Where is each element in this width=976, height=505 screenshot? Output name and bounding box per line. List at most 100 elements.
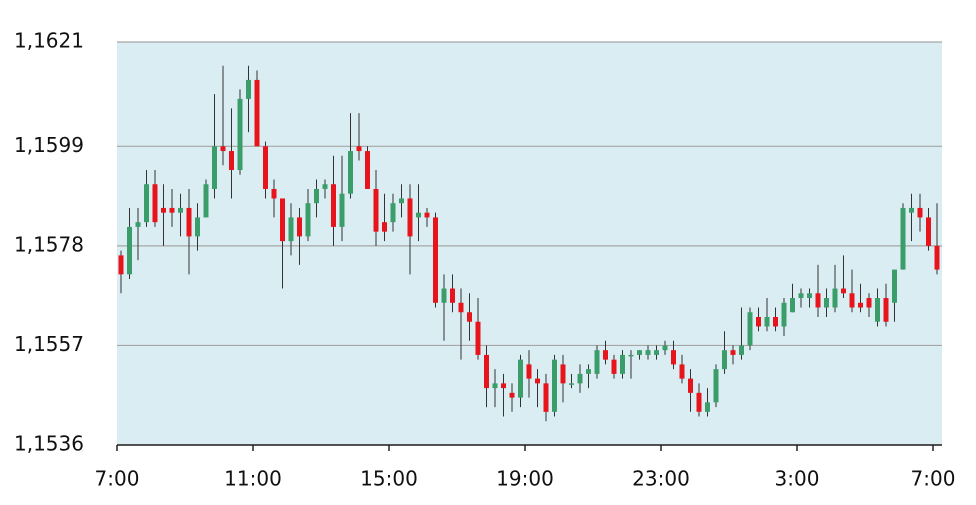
candle-body (832, 288, 838, 308)
y-tick-label: 1,1536 (14, 432, 84, 456)
candle-body (773, 316, 778, 327)
candle-body (118, 255, 124, 275)
candle-body (246, 79, 251, 99)
candle-body (212, 146, 217, 189)
candle-body (373, 188, 379, 232)
candle-body (152, 184, 158, 223)
candle-body (730, 350, 736, 355)
candle-body (628, 354, 634, 357)
candle-body (696, 392, 702, 412)
x-tick-label: 15:00 (360, 467, 418, 491)
candle-body (178, 207, 183, 213)
candle-body (934, 245, 940, 270)
candle-body (926, 217, 931, 246)
candle-body (569, 383, 574, 385)
candle-body (594, 350, 600, 374)
candle-body (688, 378, 693, 393)
candle-body (492, 383, 498, 389)
candle-body (322, 184, 328, 189)
candle-body (229, 151, 234, 171)
candle-body (407, 198, 413, 237)
candle-body (858, 302, 863, 308)
candle-body (662, 345, 668, 351)
candle-body (543, 383, 549, 412)
candle-body (756, 316, 761, 327)
candle-body (883, 298, 889, 322)
candle-body (620, 354, 625, 374)
candle-body (552, 359, 557, 412)
candle-body (824, 298, 829, 308)
candle-body (297, 217, 302, 237)
x-tick-label: 3:00 (775, 467, 820, 491)
candle-body (535, 378, 540, 384)
candle-body (526, 364, 532, 379)
x-tick-label: 7:00 (95, 467, 140, 491)
candle-body (331, 184, 336, 227)
y-tick-label: 1,1578 (14, 232, 84, 256)
candle-body (611, 359, 617, 374)
candle-body (288, 217, 294, 242)
candle-body (365, 151, 370, 189)
candle-body (433, 217, 438, 303)
candle-body (348, 151, 353, 194)
candle-body (781, 302, 787, 327)
candle-body (722, 350, 727, 370)
candle-body (356, 146, 362, 152)
x-tick-label: 11:00 (224, 467, 282, 491)
candle-body (671, 350, 676, 365)
candle-body (161, 207, 166, 213)
candle-body (169, 207, 175, 213)
candle-body (390, 203, 396, 223)
x-tick-label: 19:00 (496, 467, 554, 491)
candle-body (875, 298, 880, 322)
candle-body (416, 212, 421, 218)
candle-body (501, 383, 506, 389)
candle-body (892, 269, 897, 303)
candle-body (467, 312, 472, 322)
y-tick-label: 1,1557 (14, 332, 84, 356)
candle-body (637, 350, 642, 355)
candle-body (790, 298, 795, 313)
candle-body (339, 193, 345, 227)
candle-body (739, 345, 744, 355)
candle-body (127, 226, 132, 275)
candle-body (237, 98, 243, 171)
candle-body (909, 207, 914, 213)
candle-body (441, 288, 447, 303)
candle-body (450, 288, 455, 303)
candle-body (654, 350, 659, 355)
candle-body (586, 369, 591, 374)
candle-body (220, 146, 226, 152)
candle-body (382, 222, 387, 232)
candle-body (424, 212, 430, 218)
candle-body (713, 369, 719, 403)
candle-body (705, 402, 710, 412)
candle-body (263, 146, 268, 189)
candle-body (815, 293, 821, 308)
candle-body (254, 79, 260, 147)
candle-body (305, 203, 311, 237)
candle-body (866, 298, 872, 308)
candle-body (577, 373, 583, 384)
candle-body (764, 316, 770, 327)
candle-body (509, 392, 515, 398)
candle-body (144, 184, 149, 223)
y-tick-label: 1,1621 (14, 29, 84, 53)
candle-body (807, 293, 812, 299)
x-tick-label: 23:00 (632, 467, 690, 491)
candle-body (271, 188, 277, 199)
candle-body (560, 364, 566, 384)
candle-body (280, 198, 285, 242)
candle-body (203, 184, 209, 218)
candle-body (518, 359, 523, 398)
candle-body (849, 293, 855, 308)
candle-body (186, 207, 192, 237)
y-tick-label: 1,1599 (14, 133, 84, 157)
candle-body (603, 350, 608, 360)
candle-body (399, 198, 404, 204)
candle-body (314, 188, 319, 204)
candle-body (195, 217, 200, 237)
candle-body (484, 354, 489, 389)
x-tick-label: 7:00 (911, 467, 956, 491)
